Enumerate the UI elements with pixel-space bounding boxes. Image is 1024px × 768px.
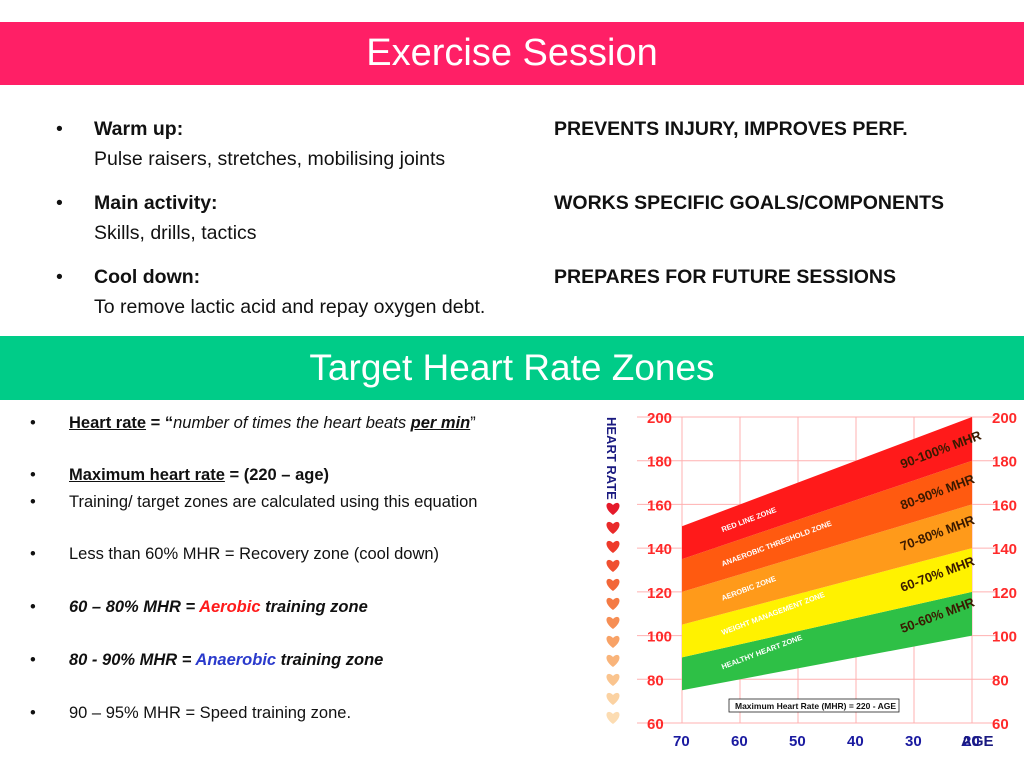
y-tick-label: 80 <box>647 672 664 689</box>
bullet: • <box>30 493 36 511</box>
heart-icon <box>606 578 620 591</box>
cool-down-description: To remove lactic acid and repay oxygen d… <box>94 296 486 318</box>
heart-rate-definition: Heart rate = “number of times the heart … <box>69 414 476 433</box>
heart-icon <box>606 692 620 705</box>
y-tick-label: 100 <box>992 629 1017 646</box>
y-tick-label: 120 <box>647 585 672 602</box>
y-tick-label: 100 <box>647 629 672 646</box>
y-ticks-right: 200 180 160 140 120 100 80 60 <box>992 410 1017 733</box>
y-tick-label: 200 <box>992 410 1017 427</box>
y-ticks-left: 200 180 160 140 120 100 80 60 <box>647 410 672 733</box>
formula-box <box>728 698 900 713</box>
heart-rate-term: Heart rate <box>69 414 147 432</box>
x-tick-label: 60 <box>731 733 748 750</box>
heart-icon <box>606 521 620 534</box>
heart-icon <box>606 540 620 553</box>
y-axis-label: HEART RATE <box>604 417 619 500</box>
main-activity-label: Main activity: <box>94 192 218 214</box>
y-tick-label: 80 <box>992 672 1009 689</box>
y-tick-label: 180 <box>992 454 1017 471</box>
training-zones-text: Training/ target zones are calculated us… <box>69 493 478 511</box>
bullet: • <box>56 118 63 140</box>
zone-band <box>682 548 972 658</box>
bullet: • <box>30 651 36 669</box>
heart-icons <box>606 502 620 724</box>
bullet: • <box>30 545 36 563</box>
anaerobic-zone-text: 80 - 90% MHR = Anaerobic training zone <box>69 651 383 670</box>
x-tick-label: 30 <box>905 733 922 750</box>
y-tick-label: 200 <box>647 410 672 427</box>
heart-rate-zones-title: Target Heart Rate Zones <box>309 347 715 388</box>
aerobic-zone-text: 60 – 80% MHR = Aerobic training zone <box>69 598 368 617</box>
heart-icon <box>606 559 620 572</box>
zone-band <box>682 417 972 560</box>
warm-up-label: Warm up: <box>94 118 184 140</box>
formula-text: Maximum Heart Rate (MHR) = 220 - AGE <box>735 701 896 711</box>
max-heart-rate-definition: Maximum heart rate = (220 – age) <box>69 466 329 485</box>
main-activity-description: Skills, drills, tactics <box>94 222 257 244</box>
cool-down-label: Cool down: <box>94 266 201 288</box>
zone-band <box>682 591 972 691</box>
heart-icon <box>606 673 620 686</box>
zone-band <box>682 504 972 625</box>
bullet: • <box>30 414 36 432</box>
heart-icon <box>606 597 620 610</box>
y-tick-label: 140 <box>992 541 1017 558</box>
y-tick-label: 60 <box>647 716 664 733</box>
anaerobic-word: Anaerobic <box>195 651 277 669</box>
y-tick-label: 160 <box>992 497 1017 514</box>
speed-zone-text: 90 – 95% MHR = Speed training zone. <box>69 704 352 722</box>
equals-sign: = “ <box>146 414 174 432</box>
x-tick-label: 50 <box>789 733 806 750</box>
bullet: • <box>56 192 63 214</box>
heart-icon <box>606 654 620 667</box>
y-tick-label: 60 <box>992 716 1009 733</box>
x-tick-label: 70 <box>673 733 690 750</box>
y-tick-label: 120 <box>992 585 1017 602</box>
y-tick-label: 140 <box>647 541 672 558</box>
exercise-session-title: Exercise Session <box>366 32 658 74</box>
bullet: • <box>30 704 36 722</box>
warm-up-benefit: PREVENTS INJURY, IMPROVES PERF. <box>554 118 908 140</box>
x-tick-label: 40 <box>847 733 864 750</box>
x-tick-label: 20 <box>963 733 980 750</box>
aerobic-word: Aerobic <box>199 598 261 616</box>
anaerobic-suffix: training zone <box>276 651 384 669</box>
bullet: • <box>30 466 36 484</box>
aerobic-suffix: training zone <box>260 598 368 616</box>
y-tick-label: 160 <box>647 497 672 514</box>
bullet: • <box>30 598 36 616</box>
per-min-text: per min <box>410 414 471 432</box>
max-heart-rate-formula: = (220 – age) <box>224 466 329 484</box>
heart-icon <box>606 711 620 724</box>
heart-icon <box>606 635 620 648</box>
heart-rate-zones-banner: Target Heart Rate Zones <box>0 336 1024 400</box>
zone-band <box>682 460 972 592</box>
exercise-session-banner: Exercise Session <box>0 22 1024 85</box>
heart-icon <box>606 616 620 629</box>
cool-down-benefit: PREPARES FOR FUTURE SESSIONS <box>554 266 897 288</box>
zone-bands <box>682 417 972 691</box>
max-heart-rate-term: Maximum heart rate <box>69 466 225 484</box>
anaerobic-range: 80 - 90% MHR = <box>69 651 196 669</box>
x-axis-label: AGE <box>961 733 994 750</box>
warm-up-description: Pulse raisers, stretches, mobilising joi… <box>94 148 446 170</box>
heart-rate-def-text: number of times the heart beats <box>173 414 411 432</box>
close-quote: ” <box>470 414 476 432</box>
heart-icon <box>606 502 620 515</box>
bullet: • <box>56 266 63 288</box>
recovery-zone-text: Less than 60% MHR = Recovery zone (cool … <box>69 545 440 563</box>
x-ticks: 70 60 50 40 30 20 <box>673 733 980 750</box>
main-activity-benefit: WORKS SPECIFIC GOALS/COMPONENTS <box>554 192 945 214</box>
aerobic-range: 60 – 80% MHR = <box>69 598 200 616</box>
y-tick-label: 180 <box>647 454 672 471</box>
